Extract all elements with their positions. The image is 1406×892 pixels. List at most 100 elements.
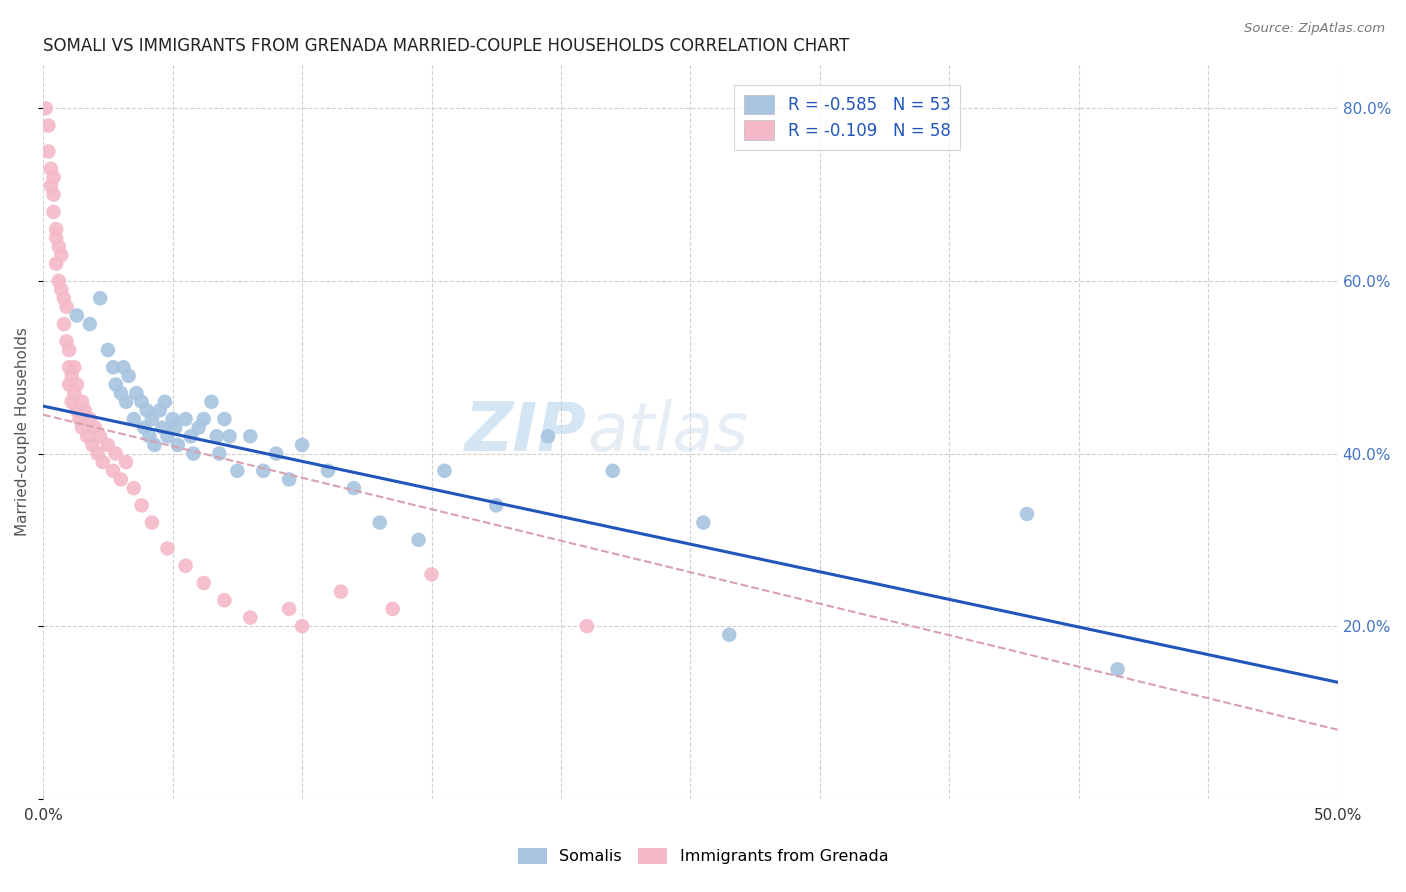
Point <box>51 248 73 262</box>
Point <box>39 161 62 176</box>
Text: ZIP: ZIP <box>465 399 586 465</box>
Point <box>79 317 101 331</box>
Point <box>115 394 138 409</box>
Point <box>485 499 508 513</box>
Point <box>143 438 166 452</box>
Point <box>214 412 236 426</box>
Point <box>104 377 127 392</box>
Point <box>86 446 108 460</box>
Point <box>420 567 443 582</box>
Point <box>97 438 120 452</box>
Point <box>329 584 352 599</box>
Point <box>66 377 89 392</box>
Legend: R = -0.585   N = 53, R = -0.109   N = 58: R = -0.585 N = 53, R = -0.109 N = 58 <box>734 85 960 150</box>
Text: atlas: atlas <box>586 399 748 465</box>
Point <box>97 343 120 357</box>
Point <box>433 464 456 478</box>
Point <box>115 455 138 469</box>
Point <box>35 101 58 115</box>
Point <box>291 619 314 633</box>
Point <box>180 429 202 443</box>
Point <box>48 239 70 253</box>
Point <box>82 438 104 452</box>
Point <box>58 343 80 357</box>
Point <box>291 438 314 452</box>
Point <box>575 619 598 633</box>
Point <box>66 309 89 323</box>
Point <box>200 394 222 409</box>
Point <box>264 446 287 460</box>
Point <box>101 360 124 375</box>
Point <box>602 464 624 478</box>
Point <box>187 420 209 434</box>
Point <box>42 187 65 202</box>
Point <box>70 394 93 409</box>
Point <box>84 420 107 434</box>
Point <box>67 412 90 426</box>
Point <box>112 360 135 375</box>
Point <box>89 429 111 443</box>
Point <box>125 386 148 401</box>
Point <box>58 360 80 375</box>
Point <box>63 360 86 375</box>
Point <box>122 412 145 426</box>
Point <box>63 386 86 401</box>
Point <box>408 533 430 547</box>
Point <box>214 593 236 607</box>
Point <box>226 464 249 478</box>
Point <box>162 412 184 426</box>
Point <box>141 412 163 426</box>
Point <box>52 291 75 305</box>
Point <box>131 394 153 409</box>
Point <box>316 464 339 478</box>
Point <box>193 412 215 426</box>
Point <box>381 602 404 616</box>
Point <box>692 516 714 530</box>
Point <box>537 429 560 443</box>
Point <box>205 429 228 443</box>
Point <box>122 481 145 495</box>
Point <box>174 558 197 573</box>
Point <box>60 368 83 383</box>
Point <box>110 386 132 401</box>
Point <box>39 179 62 194</box>
Point <box>165 420 187 434</box>
Point <box>368 516 391 530</box>
Point <box>252 464 274 478</box>
Point <box>101 464 124 478</box>
Point <box>156 429 179 443</box>
Point <box>52 317 75 331</box>
Point <box>135 403 157 417</box>
Point <box>37 145 59 159</box>
Point <box>278 472 301 486</box>
Point <box>208 446 231 460</box>
Point <box>48 274 70 288</box>
Point <box>66 403 89 417</box>
Point <box>278 602 301 616</box>
Point <box>58 377 80 392</box>
Point <box>110 472 132 486</box>
Point <box>42 205 65 219</box>
Point <box>70 420 93 434</box>
Point <box>76 429 98 443</box>
Point <box>153 394 176 409</box>
Point <box>117 368 139 383</box>
Point <box>37 119 59 133</box>
Point <box>138 429 160 443</box>
Point <box>134 420 156 434</box>
Point <box>174 412 197 426</box>
Point <box>1107 662 1129 676</box>
Point <box>60 394 83 409</box>
Text: Source: ZipAtlas.com: Source: ZipAtlas.com <box>1244 22 1385 36</box>
Point <box>73 403 96 417</box>
Point <box>141 516 163 530</box>
Point <box>218 429 240 443</box>
Point <box>51 283 73 297</box>
Point <box>150 420 173 434</box>
Point <box>55 300 77 314</box>
Point <box>104 446 127 460</box>
Point <box>343 481 366 495</box>
Point <box>156 541 179 556</box>
Point <box>91 455 114 469</box>
Point <box>239 610 262 624</box>
